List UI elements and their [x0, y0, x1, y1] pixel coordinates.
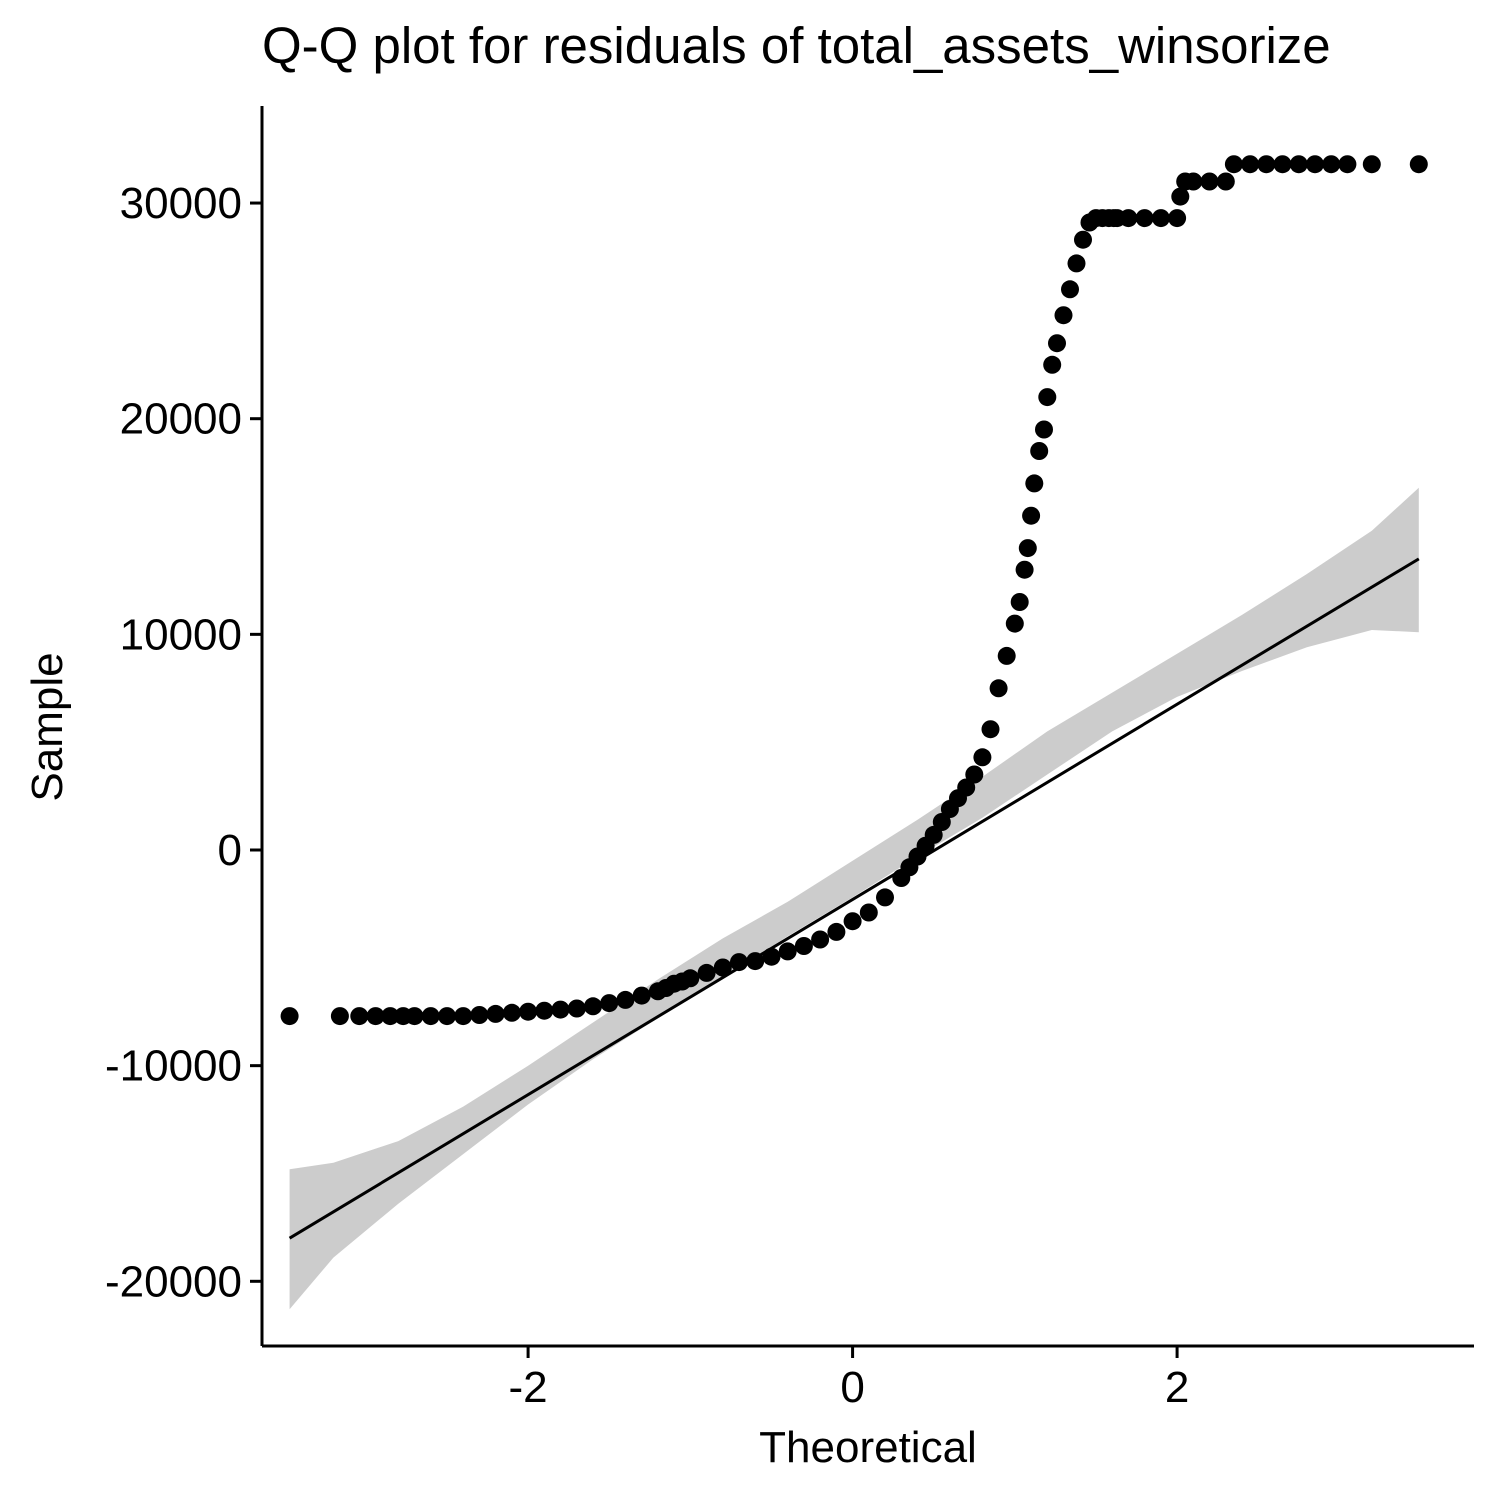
- data-point: [1273, 155, 1292, 174]
- data-point: [1257, 155, 1276, 174]
- data-point: [1010, 593, 1029, 611]
- data-point: [932, 813, 951, 831]
- data-point: [1168, 209, 1187, 228]
- data-point: [330, 1007, 349, 1026]
- data-point: [859, 903, 878, 922]
- data-point: [989, 679, 1008, 698]
- y-tick-label: 20000: [120, 395, 242, 444]
- data-point: [1048, 334, 1066, 353]
- data-point: [1067, 254, 1086, 273]
- data-point: [1338, 155, 1357, 174]
- data-point: [1306, 155, 1324, 174]
- data-point: [381, 1007, 400, 1026]
- data-point: [1224, 155, 1243, 174]
- data-point: [1018, 539, 1037, 558]
- y-tick-label: 30000: [120, 179, 242, 228]
- data-point: [1043, 355, 1062, 374]
- data-point: [1035, 420, 1053, 439]
- data-point: [421, 1007, 440, 1026]
- data-point: [681, 969, 700, 988]
- data-point: [1362, 155, 1381, 174]
- data-point: [366, 1007, 385, 1026]
- data-point: [746, 952, 765, 971]
- data-point: [405, 1007, 424, 1026]
- data-point: [1054, 306, 1073, 325]
- data-point: [1005, 614, 1024, 633]
- data-point: [1289, 155, 1308, 174]
- data-point: [519, 1002, 538, 1021]
- data-point: [454, 1007, 473, 1026]
- reference-line: [288, 557, 1420, 1240]
- data-point: [876, 888, 894, 907]
- data-point: [1151, 209, 1170, 228]
- data-point: [616, 990, 635, 1009]
- data-point: [600, 994, 619, 1013]
- data-point: [981, 720, 1000, 739]
- data-point: [1119, 209, 1138, 228]
- data-point: [1061, 280, 1079, 299]
- y-tick-label: 10000: [120, 610, 242, 659]
- y-tick-label: 0: [218, 826, 242, 875]
- chart-title: Q-Q plot for residuals of total_assets_w…: [262, 17, 1331, 74]
- data-point: [1184, 172, 1203, 191]
- data-point: [1171, 187, 1190, 206]
- data-point: [924, 825, 943, 844]
- data-point: [957, 778, 976, 797]
- x-tick-label: -2: [509, 1363, 548, 1412]
- confidence-band: [289, 487, 1419, 1310]
- data-point: [697, 963, 716, 982]
- data-point: [1409, 155, 1428, 174]
- data-point: [973, 748, 992, 767]
- data-point: [470, 1006, 489, 1024]
- data-point: [1241, 155, 1260, 174]
- data-point: [713, 958, 732, 977]
- data-point: [1015, 560, 1034, 579]
- data-point: [350, 1007, 369, 1026]
- x-tick-label: 2: [1165, 1363, 1189, 1412]
- data-point: [567, 999, 586, 1018]
- x-tick-label: 0: [840, 1363, 864, 1412]
- y-tick-label: -20000: [105, 1257, 242, 1306]
- data-point: [632, 986, 651, 1005]
- data-point: [965, 765, 984, 784]
- data-point: [1200, 172, 1219, 191]
- data-point: [486, 1004, 505, 1023]
- data-point: [811, 930, 830, 949]
- y-tick-label: -10000: [105, 1042, 242, 1091]
- data-point: [535, 1001, 554, 1020]
- data-point: [1074, 230, 1092, 249]
- data-point: [843, 912, 862, 931]
- data-point: [1038, 388, 1057, 407]
- data-point: [778, 942, 797, 961]
- data-point: [584, 997, 602, 1016]
- data-point: [827, 922, 846, 941]
- data-point: [1022, 506, 1041, 525]
- data-point: [1030, 442, 1049, 460]
- data-point: [997, 646, 1016, 665]
- data-point: [1216, 172, 1235, 191]
- data-point: [730, 953, 748, 972]
- data-point: [794, 937, 813, 955]
- data-point: [438, 1007, 456, 1026]
- data-point: [762, 947, 781, 966]
- data-point: [280, 1007, 299, 1026]
- x-axis-label: Theoretical: [759, 1423, 977, 1472]
- data-point: [1025, 474, 1044, 493]
- data-point: [1135, 209, 1154, 228]
- data-point: [1322, 155, 1341, 174]
- y-axis-label: Sample: [23, 652, 72, 801]
- data-point: [502, 1003, 521, 1022]
- data-point: [551, 1000, 570, 1019]
